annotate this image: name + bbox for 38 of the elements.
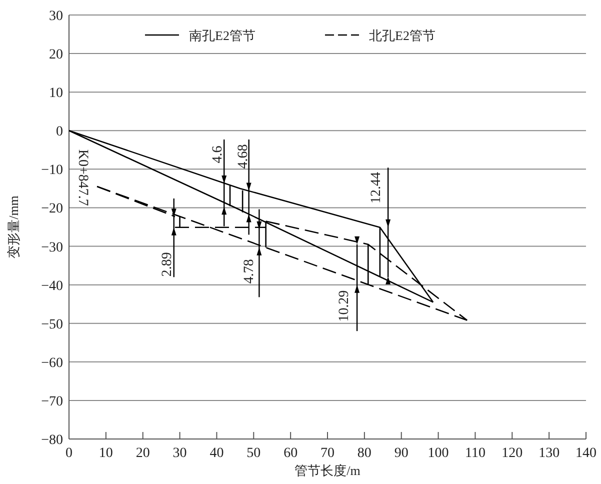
- x-tick-label: 130: [538, 446, 560, 461]
- x-tick-label: 120: [502, 446, 523, 461]
- x-tick-label: 30: [172, 446, 187, 461]
- x-tick-label: 70: [320, 446, 334, 461]
- y-tick-label: −70: [41, 394, 63, 410]
- y-tick-label: −40: [41, 278, 63, 294]
- legend-label: 南孔E2管节: [189, 28, 256, 43]
- y-tick-label: 10: [49, 86, 63, 102]
- x-tick-label: 100: [428, 446, 449, 461]
- annotation: 12.44: [369, 172, 384, 204]
- x-tick-label: 60: [284, 446, 298, 461]
- y-tick-label: 20: [49, 48, 63, 63]
- annotation: 4.68: [236, 144, 251, 169]
- y-tick-label: 0: [56, 124, 63, 140]
- y-tick-label: −50: [41, 317, 63, 332]
- x-axis-title: 管节长度/m: [294, 463, 360, 478]
- x-tick-label: 140: [576, 446, 596, 461]
- legend-label: 北孔E2管节: [369, 28, 436, 43]
- y-tick-label: −10: [41, 163, 63, 178]
- annotation: K0+847.7: [75, 149, 90, 206]
- y-axis-title: 变形量/mm: [6, 196, 21, 258]
- x-tick-label: 110: [464, 446, 486, 461]
- x-tick-label: 80: [357, 446, 372, 461]
- y-tick-label: −80: [41, 433, 63, 448]
- x-tick-label: 50: [246, 446, 261, 461]
- annotation: 4.78: [242, 259, 258, 284]
- annotation: 2.89: [160, 252, 176, 277]
- x-tick-label: 90: [394, 446, 408, 461]
- annotation: 10.29: [337, 290, 352, 322]
- y-tick-label: −20: [41, 202, 63, 217]
- x-tick-label: 0: [66, 446, 72, 461]
- x-tick-label: 20: [136, 446, 150, 461]
- y-tick-label: −60: [41, 356, 63, 371]
- y-tick-label: 30: [49, 9, 63, 24]
- y-tick-label: −30: [41, 240, 63, 256]
- annotation: 4.6: [210, 146, 226, 164]
- x-tick-label: 10: [98, 446, 113, 461]
- x-tick-label: 40: [210, 446, 224, 461]
